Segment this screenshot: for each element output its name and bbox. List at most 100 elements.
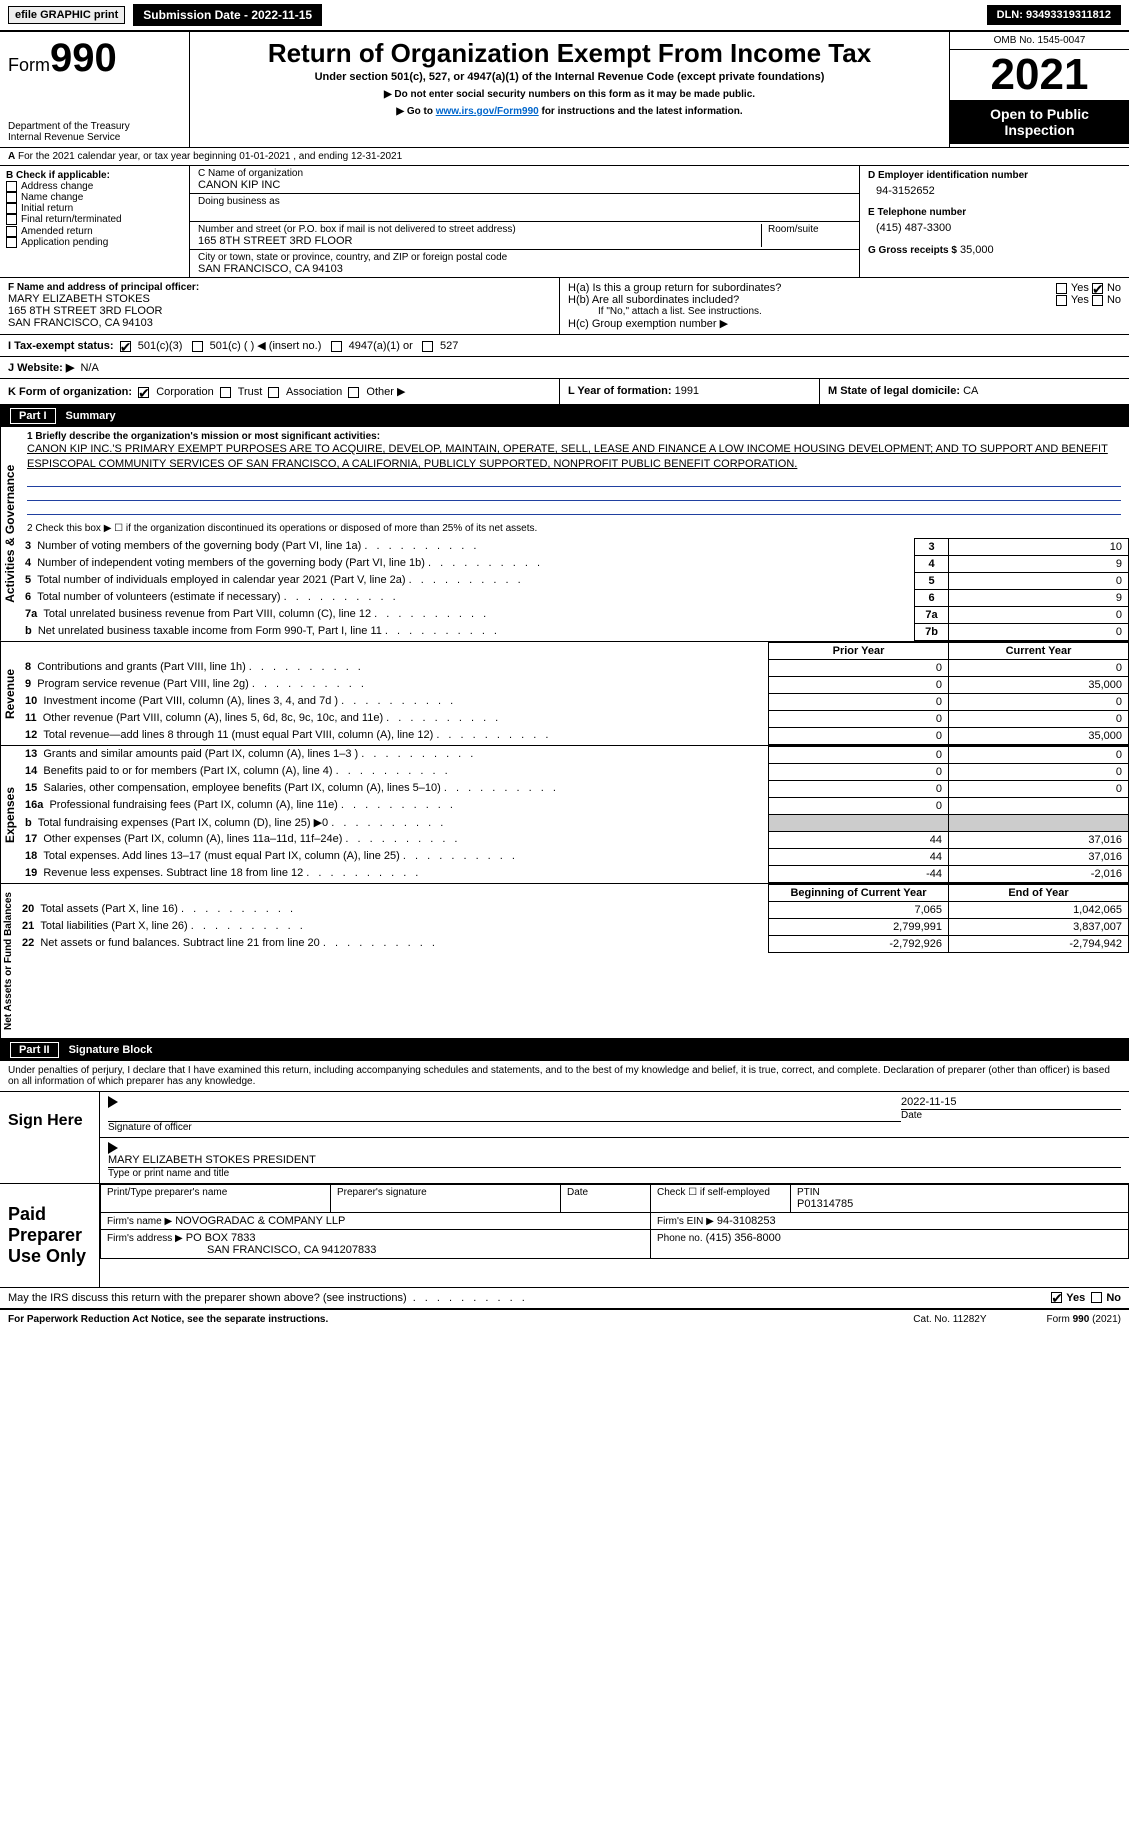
- table-row: 5 Total number of individuals employed i…: [19, 572, 1129, 589]
- discontinued-check: 2 Check this box ▶ ☐ if the organization…: [19, 519, 1129, 538]
- chk-527[interactable]: [422, 341, 433, 352]
- table-row: b Net unrelated business taxable income …: [19, 623, 1129, 640]
- chk-initial-return[interactable]: [6, 203, 17, 214]
- ptin-label: PTIN: [797, 1187, 1122, 1198]
- chk-4947[interactable]: [331, 341, 342, 352]
- chk-app-pending[interactable]: [6, 237, 17, 248]
- lbl-final-return: Final return/terminated: [21, 215, 122, 226]
- opt-assoc: Association: [286, 386, 342, 398]
- addr-label: Number and street (or P.O. box if mail i…: [198, 224, 761, 235]
- identity-block: B Check if applicable: Address change Na…: [0, 166, 1129, 278]
- irs-link[interactable]: www.irs.gov/Form990: [436, 106, 539, 117]
- table-row: 7a Total unrelated business revenue from…: [19, 606, 1129, 623]
- chk-other[interactable]: [348, 387, 359, 398]
- firm-ein-label: Firm's EIN ▶: [657, 1216, 714, 1227]
- side-governance: Activities & Governance: [0, 427, 19, 641]
- chk-ha-yes[interactable]: [1056, 283, 1067, 294]
- efile-label: efile GRAPHIC print: [8, 6, 125, 24]
- prep-self-label: Check ☐ if self-employed: [657, 1187, 784, 1198]
- revenue-block: Revenue Prior Year Current Year 8 Contri…: [0, 642, 1129, 746]
- opt-trust: Trust: [238, 386, 263, 398]
- form-990-big: 990: [50, 36, 117, 80]
- lbl-app-pending: Application pending: [21, 237, 108, 248]
- discuss-no: No: [1106, 1292, 1121, 1304]
- col-end-year: End of Year: [949, 884, 1129, 901]
- ha-no: No: [1107, 282, 1121, 294]
- sig-officer-label: Signature of officer: [108, 1122, 901, 1133]
- gross-receipts-value: 35,000: [960, 244, 994, 256]
- discuss-label: May the IRS discuss this return with the…: [8, 1292, 1051, 1304]
- perjury-declaration: Under penalties of perjury, I declare th…: [0, 1061, 1129, 1092]
- discuss-yes: Yes: [1066, 1292, 1085, 1304]
- chk-trust[interactable]: [220, 387, 231, 398]
- submission-date-button[interactable]: Submission Date - 2022-11-15: [133, 4, 322, 26]
- sig-date-value: 2022-11-15: [901, 1096, 1121, 1110]
- chk-assoc[interactable]: [268, 387, 279, 398]
- city-label: City or town, state or province, country…: [198, 252, 851, 263]
- opt-4947: 4947(a)(1) or: [349, 340, 413, 352]
- box-c: C Name of organization CANON KIP INC Doi…: [190, 166, 859, 277]
- phone-label: E Telephone number: [868, 207, 1121, 218]
- part1-name: Summary: [66, 410, 116, 422]
- firm-ein-value: 94-3108253: [717, 1215, 776, 1227]
- chk-address-change[interactable]: [6, 181, 17, 192]
- opt-527: 527: [440, 340, 458, 352]
- table-row: b Total fundraising expenses (Part IX, c…: [19, 814, 1129, 831]
- website-value: N/A: [80, 362, 98, 374]
- part1-num: Part I: [10, 408, 56, 424]
- f-h-row: F Name and address of principal officer:…: [0, 278, 1129, 335]
- chk-final-return[interactable]: [6, 214, 17, 225]
- h-a-label: H(a) Is this a group return for subordin…: [568, 282, 1056, 294]
- firm-addr2: SAN FRANCISCO, CA 941207833: [107, 1244, 376, 1256]
- table-row: 22 Net assets or fund balances. Subtract…: [16, 935, 1129, 952]
- page-footer: For Paperwork Reduction Act Notice, see …: [0, 1309, 1129, 1329]
- table-row: 11 Other revenue (Part VIII, column (A),…: [19, 710, 1129, 727]
- firm-name-value: NOVOGRADAC & COMPANY LLP: [175, 1215, 345, 1227]
- arrow-icon: [108, 1096, 118, 1108]
- chk-hb-yes[interactable]: [1056, 295, 1067, 306]
- prep-name-label: Print/Type preparer's name: [107, 1187, 324, 1198]
- box-b: B Check if applicable: Address change Na…: [0, 166, 190, 277]
- chk-discuss-yes[interactable]: [1051, 1292, 1062, 1303]
- ha-yes: Yes: [1071, 282, 1089, 294]
- chk-501c[interactable]: [192, 341, 203, 352]
- side-expenses: Expenses: [0, 746, 19, 883]
- ptin-value: P01314785: [797, 1198, 1122, 1210]
- chk-corp[interactable]: [138, 387, 149, 398]
- chk-amended[interactable]: [6, 226, 17, 237]
- website-label: J Website: ▶: [8, 362, 74, 374]
- prep-sig-label: Preparer's signature: [337, 1187, 554, 1198]
- chk-name-change[interactable]: [6, 192, 17, 203]
- side-revenue: Revenue: [0, 642, 19, 745]
- table-row: 13 Grants and similar amounts paid (Part…: [19, 746, 1129, 763]
- table-row: 19 Revenue less expenses. Subtract line …: [19, 865, 1129, 882]
- goto-pre: ▶ Go to: [396, 106, 435, 117]
- chk-501c3[interactable]: [120, 341, 131, 352]
- year-formed-label: L Year of formation:: [568, 385, 672, 397]
- table-row: 10 Investment income (Part VIII, column …: [19, 693, 1129, 710]
- sig-name-label: Type or print name and title: [108, 1168, 1121, 1179]
- mission-text: CANON KIP INC.'S PRIMARY EXEMPT PURPOSES…: [27, 442, 1121, 473]
- org-name-label: C Name of organization: [198, 168, 851, 179]
- domicile-label: M State of legal domicile:: [828, 385, 960, 397]
- chk-ha-no[interactable]: [1092, 283, 1103, 294]
- table-row: 14 Benefits paid to or for members (Part…: [19, 763, 1129, 780]
- firm-name-label: Firm's name ▶: [107, 1216, 172, 1227]
- sign-here-block: Sign Here Signature of officer 2022-11-1…: [0, 1092, 1129, 1184]
- chk-discuss-no[interactable]: [1091, 1292, 1102, 1303]
- mission-label: 1 Briefly describe the organization's mi…: [27, 431, 1121, 442]
- klm-row: K Form of organization: Corporation Trus…: [0, 379, 1129, 405]
- prep-date-label: Date: [567, 1187, 644, 1198]
- ein-label: D Employer identification number: [868, 170, 1121, 181]
- part1-header: Part I Summary: [0, 405, 1129, 427]
- chk-hb-no[interactable]: [1092, 295, 1103, 306]
- table-row: 12 Total revenue—add lines 8 through 11 …: [19, 727, 1129, 744]
- h-b-label: H(b) Are all subordinates included?: [568, 294, 1056, 306]
- omb-number: OMB No. 1545-0047: [950, 32, 1129, 49]
- table-row: 8 Contributions and grants (Part VIII, l…: [19, 659, 1129, 676]
- officer-addr1: 165 8TH STREET 3RD FLOOR: [8, 305, 551, 317]
- lbl-amended: Amended return: [21, 226, 93, 237]
- topbar: efile GRAPHIC print Submission Date - 20…: [0, 0, 1129, 32]
- box-f: F Name and address of principal officer:…: [0, 278, 560, 334]
- paid-preparer-block: Paid Preparer Use Only Print/Type prepar…: [0, 1184, 1129, 1288]
